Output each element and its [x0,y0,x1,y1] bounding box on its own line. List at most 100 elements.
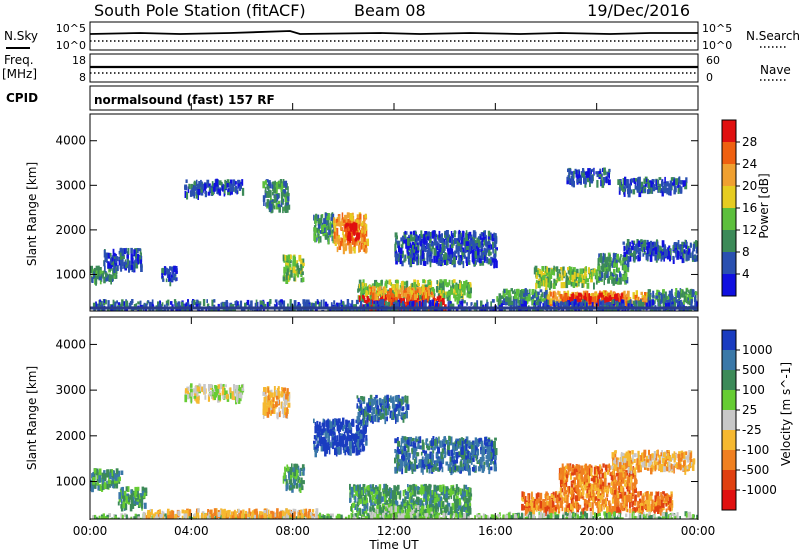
echo-cell [187,394,189,398]
echo-cell [94,268,96,273]
echo-cell [690,243,692,248]
echo-cell [581,283,583,288]
echo-cell [468,284,470,291]
echo-cell [134,492,136,497]
echo-cell [633,255,635,263]
echo-cell [131,265,133,270]
echo-cell [381,280,383,285]
echo-cell [406,231,408,235]
echo-cell [558,277,560,281]
echo-cell [567,267,569,270]
echo-cell [579,177,582,181]
echo-cell [190,383,193,388]
echo-cell [446,260,449,265]
echo-cell [472,240,475,247]
echo-cell [514,289,516,292]
echo-cell [672,256,674,260]
echo-cell [450,288,453,295]
echo-cell [426,258,428,264]
echo-cell [447,255,449,260]
echo-cell [398,294,401,298]
colorbar-swatch [722,252,736,275]
colorbar-tick-label: 24 [742,157,757,171]
echo-cell [439,231,441,238]
echo-cell [381,300,384,304]
cpid-label: CPID [6,91,38,105]
echo-cell [290,299,292,303]
echo-cell [678,177,680,182]
echo-cell [318,238,320,243]
echo-cell [353,223,356,229]
echo-cell [301,485,304,490]
echo-cell [127,248,129,255]
echo-cell [290,264,292,267]
echo-cell [507,299,510,303]
echo-cell [429,300,431,304]
echo-cell [317,234,319,237]
cpid-value: normalsound (fast) 157 RF [94,93,275,107]
echo-cell [616,268,618,273]
echo-cell [229,183,231,190]
echo-cell [297,263,299,269]
echo-cell [343,220,346,223]
colorbar-tick-label: 20 [742,179,757,193]
echo-cell [662,290,664,294]
echo-cell [278,386,280,389]
echo-cell [628,190,631,198]
echo-cell [613,263,615,269]
echo-cell [429,256,431,261]
echo-cell [166,278,168,282]
echo-cell [448,291,451,296]
echo-cell [428,248,431,255]
echo-cell [635,184,637,189]
echo-cell [650,241,652,246]
echo-cell [333,300,335,304]
echo-cell [422,255,424,260]
echo-cell [260,300,262,305]
echo-cell [475,251,478,259]
echo-cell [110,277,112,284]
echo-cell [213,299,215,303]
echo-cell [140,264,142,268]
echo-cell [137,301,139,304]
echo-cell [579,269,581,275]
echo-cell [459,234,462,240]
echo-cell [658,186,660,192]
echo-cell [273,188,276,194]
echo-cell [184,185,187,191]
echo-cell [603,169,605,176]
echo-cell [675,178,678,185]
echo-cell [437,296,439,300]
echo-cell [492,258,494,262]
echo-cell [432,300,434,306]
echo-cell [596,180,598,188]
colorbar-tick-label: 28 [742,135,757,149]
echo-cell [633,189,636,194]
echo-cell [241,385,243,388]
echo-cell [128,265,130,273]
echo-cell [429,239,432,243]
echo-cell [657,242,659,247]
echo-cell [406,281,408,289]
echo-cell [137,254,139,261]
beam-title: Beam 08 [354,1,426,20]
echo-cell [665,251,668,255]
echo-cell [674,243,676,247]
colorbar-swatch [722,164,736,187]
echo-cell [272,184,274,189]
echo-cell [406,245,408,252]
echo-cell [445,231,447,235]
echo-cell [436,280,438,284]
echo-cell [360,301,362,307]
echo-cell [328,238,330,245]
echo-cell [100,270,102,274]
echo-cell [652,299,654,305]
echo-cell [221,182,223,186]
echo-cell [655,296,658,299]
echo-cell [565,293,568,301]
echo-cell [671,177,674,181]
echo-cell [290,479,293,482]
echo-cell [540,289,543,292]
echo-cell [291,463,293,471]
echo-cell [104,260,106,266]
